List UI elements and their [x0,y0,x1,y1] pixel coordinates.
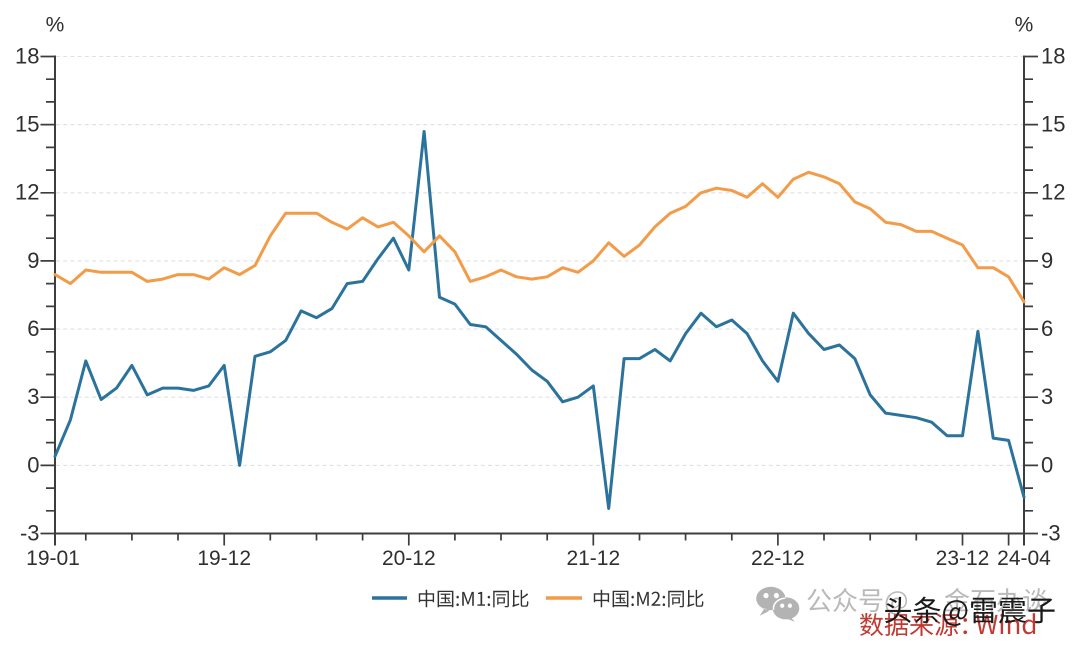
svg-text:20-12: 20-12 [382,547,436,570]
svg-text:19-12: 19-12 [197,547,251,570]
svg-text:0: 0 [27,452,39,477]
svg-text:-3: -3 [1041,520,1061,545]
svg-text:%: % [1015,14,1034,37]
svg-text:3: 3 [1041,384,1053,409]
svg-text:%: % [46,14,65,37]
svg-text:6: 6 [27,316,39,341]
svg-text:24-04: 24-04 [997,547,1051,570]
svg-text:23-12: 23-12 [936,547,990,570]
svg-text:9: 9 [1041,248,1053,273]
svg-text:12: 12 [1041,180,1065,205]
svg-text:3: 3 [27,384,39,409]
svg-text:18: 18 [1041,43,1065,68]
svg-text:15: 15 [1041,112,1065,137]
svg-text:18: 18 [15,43,39,68]
svg-text:12: 12 [15,180,39,205]
svg-text:0: 0 [1041,452,1053,477]
svg-text:21-12: 21-12 [566,547,620,570]
svg-text:6: 6 [1041,316,1053,341]
svg-text:-3: -3 [20,520,40,545]
svg-text:9: 9 [27,248,39,273]
svg-text:22-12: 22-12 [751,547,805,570]
svg-text:15: 15 [15,112,39,137]
svg-text:19-01: 19-01 [26,547,80,570]
